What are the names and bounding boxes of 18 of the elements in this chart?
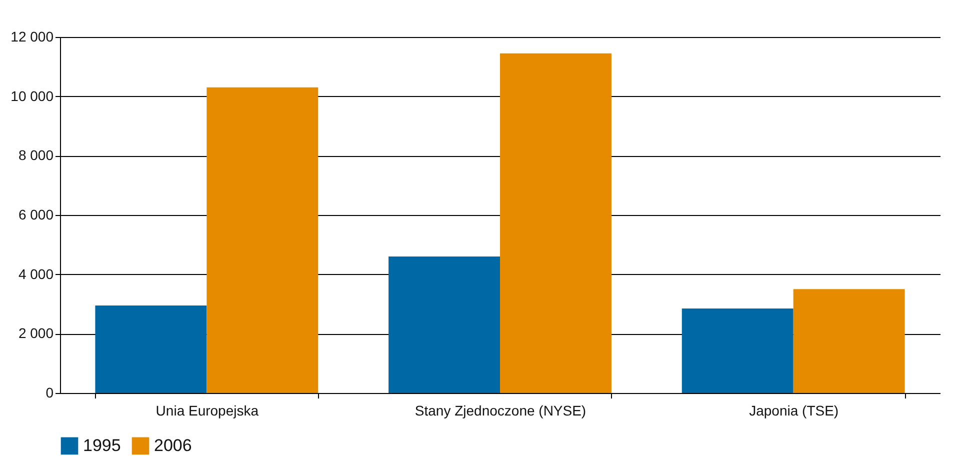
bar <box>500 53 612 393</box>
y-tick-label: 4 000 <box>18 266 54 282</box>
bar <box>206 87 318 393</box>
x-tick-label: Japonia (TSE) <box>749 402 839 418</box>
bar <box>793 289 905 393</box>
bar <box>95 305 207 393</box>
y-tick-label: 0 <box>46 384 54 400</box>
y-tick-label: 6 000 <box>18 206 54 222</box>
y-tick-label: 2 000 <box>18 325 54 342</box>
y-tick-label: 8 000 <box>18 147 54 164</box>
legend-label: 1995 <box>83 436 121 455</box>
x-tick-label: Stany Zjednoczone (NYSE) <box>414 402 586 418</box>
y-tick-label: 12 000 <box>10 28 54 44</box>
bar <box>682 308 794 393</box>
y-tick-label: 10 000 <box>10 88 54 104</box>
legend-label: 2006 <box>154 436 192 455</box>
bar <box>388 256 500 393</box>
x-tick-label: Unia Europejska <box>156 402 259 418</box>
